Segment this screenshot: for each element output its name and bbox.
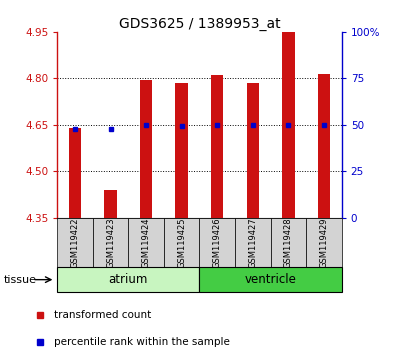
Bar xyxy=(128,218,164,267)
Text: GSM119424: GSM119424 xyxy=(142,217,150,268)
Text: GSM119422: GSM119422 xyxy=(71,217,79,268)
Bar xyxy=(246,83,259,218)
Bar xyxy=(271,218,306,267)
Bar xyxy=(104,190,117,218)
Text: atrium: atrium xyxy=(109,273,148,286)
Text: tissue: tissue xyxy=(4,275,37,285)
Text: GSM119428: GSM119428 xyxy=(284,217,293,268)
Bar xyxy=(69,128,81,218)
Bar xyxy=(57,267,199,292)
Text: GSM119427: GSM119427 xyxy=(248,217,257,268)
Text: percentile rank within the sample: percentile rank within the sample xyxy=(54,337,230,347)
Text: ventricle: ventricle xyxy=(245,273,297,286)
Bar xyxy=(199,267,342,292)
Title: GDS3625 / 1389953_at: GDS3625 / 1389953_at xyxy=(118,17,280,31)
Bar xyxy=(57,218,93,267)
Bar xyxy=(175,83,188,218)
Bar xyxy=(306,218,342,267)
Bar xyxy=(164,218,199,267)
Bar xyxy=(140,80,152,218)
Text: GSM119425: GSM119425 xyxy=(177,217,186,268)
Text: GSM119423: GSM119423 xyxy=(106,217,115,268)
Bar xyxy=(211,75,224,218)
Text: transformed count: transformed count xyxy=(54,310,151,320)
Bar xyxy=(235,218,271,267)
Bar xyxy=(93,218,128,267)
Text: GSM119426: GSM119426 xyxy=(213,217,222,268)
Bar xyxy=(199,218,235,267)
Bar xyxy=(282,32,295,218)
Bar xyxy=(318,74,330,218)
Text: GSM119429: GSM119429 xyxy=(320,217,328,268)
